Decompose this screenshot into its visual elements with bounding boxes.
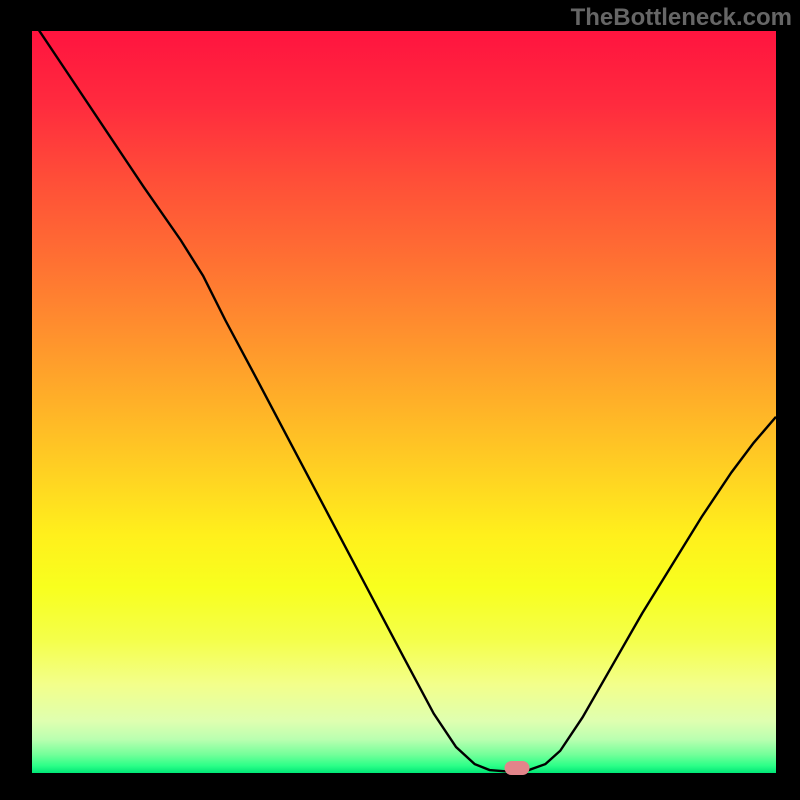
minimum-marker	[505, 761, 530, 775]
curve-svg	[32, 31, 776, 773]
plot-area	[32, 31, 776, 773]
curve-path	[32, 31, 776, 772]
watermark-text: TheBottleneck.com	[571, 4, 792, 32]
